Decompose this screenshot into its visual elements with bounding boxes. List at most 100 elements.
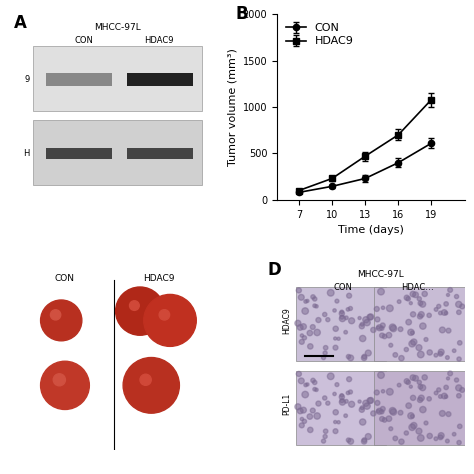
Circle shape bbox=[410, 414, 414, 418]
FancyBboxPatch shape bbox=[33, 120, 202, 185]
Circle shape bbox=[323, 312, 327, 317]
Circle shape bbox=[367, 398, 373, 403]
Circle shape bbox=[295, 404, 301, 410]
Circle shape bbox=[345, 400, 348, 403]
Circle shape bbox=[393, 353, 398, 357]
Circle shape bbox=[419, 395, 424, 401]
Circle shape bbox=[446, 412, 451, 417]
FancyBboxPatch shape bbox=[127, 73, 192, 86]
Circle shape bbox=[344, 414, 347, 418]
Circle shape bbox=[455, 294, 459, 299]
Circle shape bbox=[406, 380, 410, 384]
Circle shape bbox=[321, 356, 326, 360]
Circle shape bbox=[380, 333, 384, 338]
Circle shape bbox=[311, 295, 315, 299]
Circle shape bbox=[348, 318, 355, 324]
Circle shape bbox=[335, 299, 339, 303]
Circle shape bbox=[390, 409, 397, 415]
Circle shape bbox=[382, 334, 387, 339]
Circle shape bbox=[444, 302, 448, 306]
Circle shape bbox=[301, 407, 306, 413]
Circle shape bbox=[389, 343, 393, 347]
Circle shape bbox=[312, 380, 317, 384]
Text: A: A bbox=[14, 14, 27, 32]
Circle shape bbox=[438, 433, 444, 438]
Circle shape bbox=[315, 388, 318, 392]
FancyBboxPatch shape bbox=[374, 287, 465, 361]
Circle shape bbox=[434, 391, 438, 395]
Circle shape bbox=[410, 312, 416, 317]
Circle shape bbox=[315, 305, 318, 308]
Circle shape bbox=[439, 410, 445, 416]
Circle shape bbox=[418, 384, 423, 389]
Circle shape bbox=[308, 427, 313, 433]
Circle shape bbox=[439, 327, 445, 333]
Circle shape bbox=[359, 407, 365, 412]
Circle shape bbox=[307, 414, 313, 419]
Circle shape bbox=[418, 397, 423, 402]
FancyBboxPatch shape bbox=[33, 46, 202, 111]
Circle shape bbox=[434, 437, 438, 441]
Circle shape bbox=[410, 292, 416, 297]
Text: MHCC-97L: MHCC-97L bbox=[357, 270, 403, 279]
Circle shape bbox=[304, 300, 308, 303]
Y-axis label: Tumor volume (mm³): Tumor volume (mm³) bbox=[227, 48, 237, 166]
Circle shape bbox=[368, 314, 374, 320]
Text: CON: CON bbox=[333, 283, 352, 292]
Circle shape bbox=[313, 387, 317, 391]
Circle shape bbox=[365, 350, 371, 356]
Circle shape bbox=[437, 304, 441, 309]
Circle shape bbox=[418, 314, 423, 319]
Circle shape bbox=[300, 334, 304, 337]
Circle shape bbox=[389, 324, 396, 330]
Circle shape bbox=[300, 418, 304, 421]
Text: HDAC9: HDAC9 bbox=[143, 274, 174, 283]
Circle shape bbox=[427, 313, 431, 318]
Circle shape bbox=[316, 318, 321, 323]
Circle shape bbox=[296, 371, 301, 376]
Circle shape bbox=[302, 419, 307, 423]
Circle shape bbox=[406, 403, 411, 409]
Circle shape bbox=[144, 294, 196, 346]
Circle shape bbox=[381, 390, 385, 393]
Circle shape bbox=[419, 406, 426, 413]
Circle shape bbox=[308, 344, 313, 349]
Circle shape bbox=[346, 293, 352, 298]
Circle shape bbox=[346, 438, 351, 442]
Circle shape bbox=[404, 347, 409, 352]
Circle shape bbox=[302, 308, 309, 314]
Circle shape bbox=[41, 361, 90, 410]
Circle shape bbox=[457, 424, 462, 428]
Circle shape bbox=[380, 407, 385, 411]
Circle shape bbox=[434, 353, 438, 357]
Circle shape bbox=[448, 288, 453, 292]
Circle shape bbox=[365, 434, 371, 439]
Circle shape bbox=[460, 304, 465, 309]
Circle shape bbox=[410, 395, 416, 401]
Circle shape bbox=[313, 304, 317, 308]
Circle shape bbox=[410, 331, 414, 335]
Circle shape bbox=[427, 350, 432, 355]
Circle shape bbox=[444, 311, 448, 315]
Circle shape bbox=[348, 401, 355, 407]
Circle shape bbox=[460, 388, 465, 392]
Circle shape bbox=[408, 329, 414, 336]
Circle shape bbox=[422, 291, 428, 297]
FancyBboxPatch shape bbox=[374, 371, 465, 445]
Circle shape bbox=[346, 308, 350, 311]
Circle shape bbox=[307, 330, 313, 336]
Circle shape bbox=[389, 427, 393, 431]
Circle shape bbox=[417, 380, 421, 384]
Circle shape bbox=[446, 439, 449, 443]
Circle shape bbox=[312, 297, 317, 301]
Circle shape bbox=[376, 325, 383, 331]
Circle shape bbox=[397, 300, 401, 303]
Circle shape bbox=[380, 417, 384, 421]
Circle shape bbox=[321, 439, 326, 443]
Text: HDAC9: HDAC9 bbox=[282, 307, 291, 334]
Circle shape bbox=[422, 375, 428, 380]
Circle shape bbox=[386, 416, 392, 421]
Circle shape bbox=[441, 310, 447, 315]
Circle shape bbox=[116, 287, 164, 335]
Circle shape bbox=[333, 428, 338, 434]
